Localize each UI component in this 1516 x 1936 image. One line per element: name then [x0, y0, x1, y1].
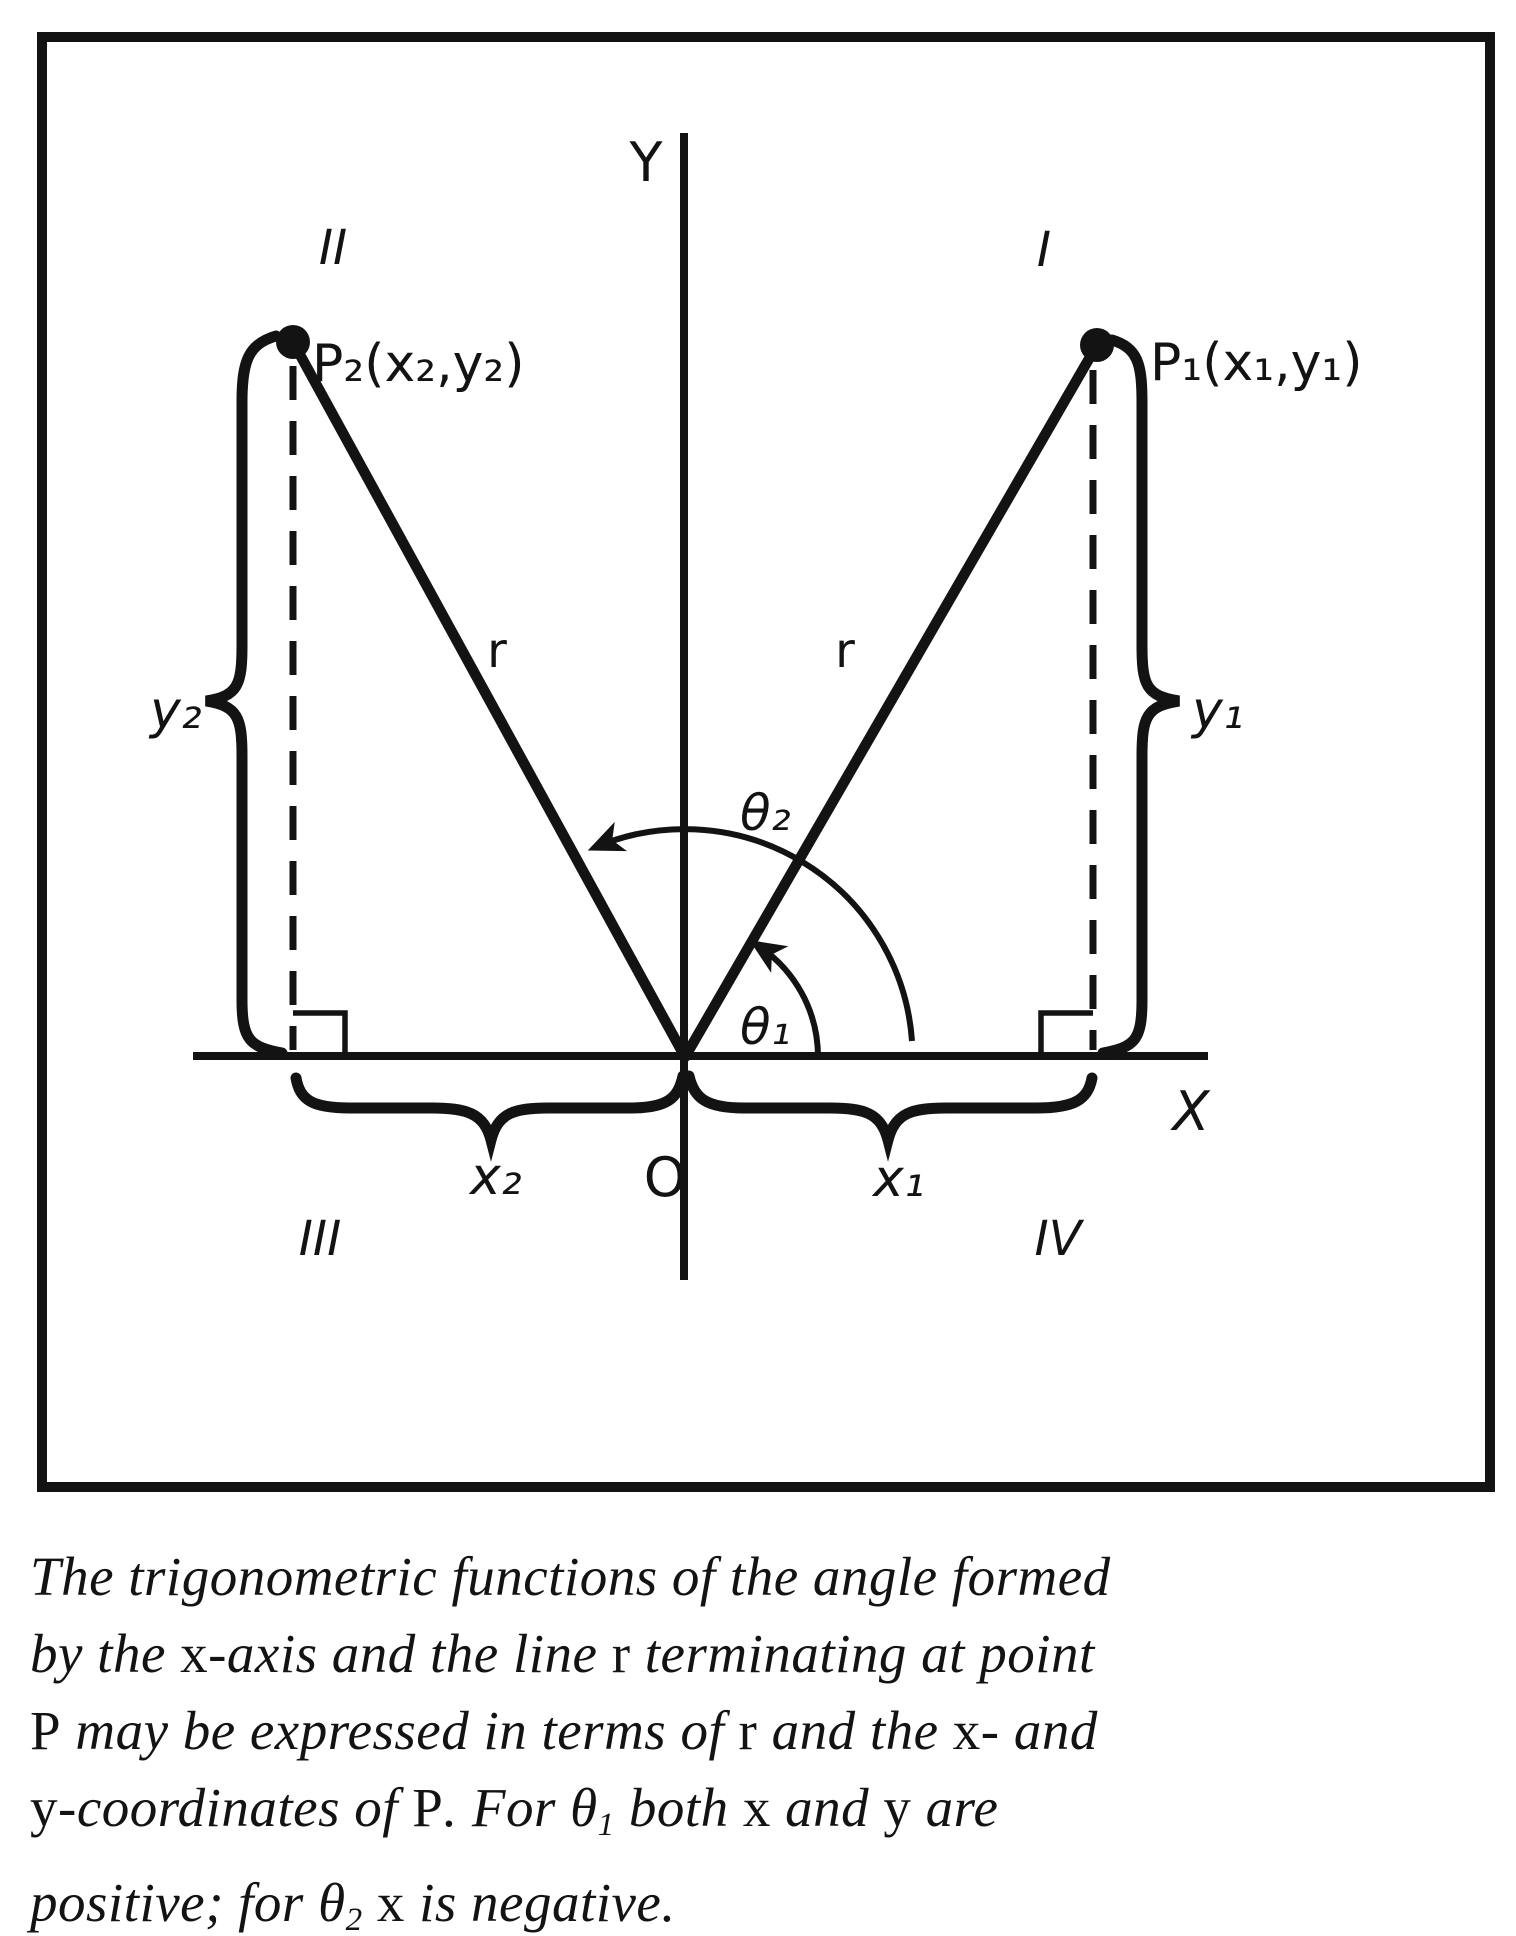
caption-segment: by the — [30, 1623, 181, 1684]
caption-segment: - and — [980, 1700, 1098, 1761]
caption-segment: r — [738, 1700, 758, 1761]
caption-segment: The trigonometric functions of the angle… — [30, 1546, 1111, 1607]
brace-x2 — [290, 1070, 689, 1162]
caption-segment: 2 — [345, 1902, 363, 1936]
brace-y2 — [205, 330, 288, 1059]
measure-y2-label: y₂ — [148, 681, 202, 741]
caption-segment: P — [412, 1777, 444, 1838]
theta1-label: θ₁ — [740, 998, 791, 1056]
caption-segment: and the — [757, 1700, 953, 1761]
caption-segment: is negative. — [404, 1872, 676, 1934]
radius-label-left: r — [487, 623, 507, 679]
measure-y1-label: y₁ — [1190, 681, 1244, 741]
caption-segment: positive; for — [30, 1872, 319, 1934]
caption-line: y-coordinates of P. For θ1 both x and y … — [30, 1769, 1390, 1864]
caption-line: by the x-axis and the line r terminating… — [30, 1615, 1390, 1692]
caption-segment: θ — [570, 1777, 598, 1838]
caption-segment: 1 — [597, 1807, 615, 1844]
brace-x1 — [683, 1070, 1098, 1162]
point-p1-dot — [1080, 328, 1114, 362]
caption-segment: x — [376, 1872, 405, 1934]
caption-segment: y — [883, 1777, 912, 1838]
radius-line-r1 — [679, 339, 1103, 1063]
right-angle-mark-left — [293, 1010, 348, 1053]
caption-segment: x — [742, 1777, 771, 1838]
caption-segment: θ — [318, 1872, 346, 1934]
figure-frame — [37, 32, 1495, 1492]
theta1-arc — [749, 940, 822, 1058]
y-axis-label: Y — [629, 131, 664, 194]
measure-x1-label: x₁ — [871, 1149, 925, 1209]
caption-line: The trigonometric functions of the angle… — [30, 1538, 1390, 1615]
caption-segment: y — [30, 1777, 58, 1838]
radius-label-right: r — [835, 623, 855, 679]
quadrant-ii-label: II — [319, 220, 347, 276]
figure-caption: The trigonometric functions of the angle… — [30, 1538, 1390, 1936]
caption-segment: -axis and the line — [208, 1623, 612, 1684]
point-p2-dot — [276, 325, 310, 359]
point-p1-label: P₁(x₁,y₁) — [1150, 333, 1363, 393]
quadrant-i-label: I — [1037, 222, 1051, 278]
point-p2-label: P₂(x₂,y₂) — [312, 334, 525, 394]
caption-segment: are — [911, 1777, 999, 1838]
theta2-label: θ₂ — [740, 784, 791, 842]
caption-segment: terminating at point — [630, 1623, 1095, 1684]
caption-line: positive; for θ2 x is negative. — [30, 1864, 1390, 1936]
caption-segment: x — [952, 1700, 981, 1761]
origin-label: O — [644, 1146, 687, 1209]
caption-segment: P — [30, 1700, 62, 1761]
caption-segment: and — [770, 1777, 884, 1838]
caption-segment: may be expressed in terms of — [61, 1700, 739, 1761]
theta2-arc — [587, 821, 915, 1042]
caption-segment — [363, 1872, 377, 1933]
caption-segment: . For — [443, 1777, 571, 1838]
quadrant-iv-label: IV — [1035, 1211, 1085, 1267]
measure-x2-label: x₂ — [468, 1147, 522, 1207]
caption-segment: x — [180, 1623, 209, 1684]
brace-y1 — [1097, 334, 1180, 1059]
caption-segment: both — [614, 1777, 743, 1838]
caption-line: P may be expressed in terms of r and the… — [30, 1692, 1390, 1769]
radius-line-r2 — [287, 336, 691, 1063]
caption-segment: r — [611, 1623, 631, 1684]
quadrant-iii-label: III — [299, 1211, 341, 1267]
right-angle-mark-right — [1038, 1010, 1093, 1053]
caption-segment: -coordinates of — [58, 1777, 413, 1838]
x-axis-label: X — [1170, 1080, 1211, 1143]
